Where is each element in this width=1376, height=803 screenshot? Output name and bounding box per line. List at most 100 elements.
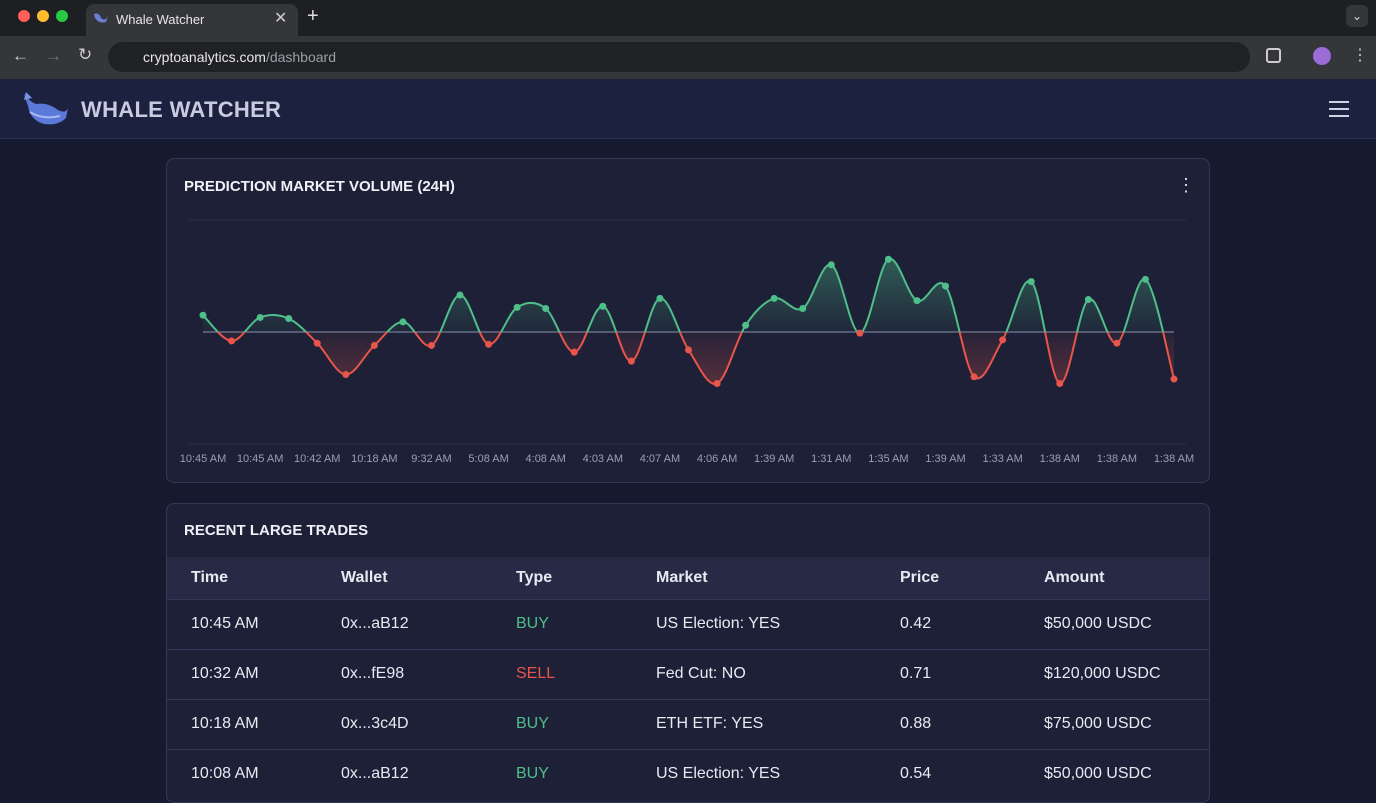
point xyxy=(913,297,921,305)
table-row[interactable]: 10:32 AM 0x...fE98 SELL Fed Cut: NO 0.71 $120… xyxy=(167,648,1209,699)
extensions[interactable] xyxy=(1266,48,1281,63)
chart: 10:45 AM 10:45 AM 10:42 AM 10:18 AM 9:32 AM 5… xyxy=(180,219,1194,465)
point xyxy=(1084,296,1092,304)
table-cell: 10:18 AM xyxy=(167,698,341,749)
x-tick-label: 10:45 AM xyxy=(180,453,226,465)
table-cell: $75,000 USDC xyxy=(1044,698,1209,749)
trades-table: Time Wallet Type Market Price Amount 10:45 AM 0… xyxy=(167,557,1209,799)
x-tick-label: 1:31 AM xyxy=(811,453,851,465)
point xyxy=(713,380,721,388)
table-cell: 0x...aB12 xyxy=(341,748,516,799)
table-cell: BUY xyxy=(516,748,656,799)
point xyxy=(1027,278,1035,286)
point xyxy=(313,339,321,347)
point xyxy=(1056,380,1064,388)
x-tick-label: 4:08 AM xyxy=(526,453,566,465)
table-cell: 0x...fE98 xyxy=(341,648,516,699)
point xyxy=(370,341,378,349)
new-tab[interactable]: + xyxy=(307,5,319,27)
url-path: /dashboard xyxy=(265,49,336,65)
x-tick-label: 4:03 AM xyxy=(583,453,623,465)
point xyxy=(456,291,464,299)
back[interactable]: ← xyxy=(12,46,29,65)
column-header: Wallet xyxy=(341,557,516,599)
table-row[interactable]: 10:18 AM 0x...3c4D BUY ETH ETF: YES 0.88 $75,… xyxy=(167,698,1209,749)
x-tick-label: 1:33 AM xyxy=(982,453,1022,465)
tab-search[interactable]: ⌄ xyxy=(1346,5,1368,27)
browser-menu[interactable]: ⋮ xyxy=(1352,47,1368,64)
column-header: Type xyxy=(516,557,656,599)
reload[interactable]: ↻ xyxy=(78,45,93,64)
point xyxy=(1141,275,1149,283)
point xyxy=(599,302,607,310)
table-row[interactable]: 10:45 AM 0x...aB12 BUY US Election: YES 0.42… xyxy=(167,598,1209,649)
chart-menu[interactable]: ⋮ xyxy=(1177,175,1195,195)
point xyxy=(199,311,207,319)
column-header: Price xyxy=(900,557,1044,599)
table-row[interactable]: 10:08 AM 0x...aB12 BUY US Election: YES 0.54… xyxy=(167,748,1209,799)
point xyxy=(999,336,1007,344)
table-cell: 0.42 xyxy=(900,598,1044,649)
table-cell: US Election: YES xyxy=(656,598,900,649)
point xyxy=(884,255,892,263)
chart-title: PREDICTION MARKET VOLUME (24H) xyxy=(184,178,455,195)
table-card: RECENT LARGE TRADES Time Wallet Type Market… xyxy=(166,503,1210,803)
x-tick-label: 10:45 AM xyxy=(237,453,283,465)
point xyxy=(427,341,435,349)
table-cell: 10:32 AM xyxy=(167,648,341,699)
table-cell: ETH ETF: YES xyxy=(656,698,900,749)
point xyxy=(656,294,664,302)
window-controls[interactable] xyxy=(14,9,74,25)
point xyxy=(685,346,692,354)
column-header: Amount xyxy=(1044,557,1209,599)
tab-strip: Whale Watcher ✕ + ⌄ xyxy=(0,0,1376,36)
table-cell: 0.88 xyxy=(900,698,1044,749)
hamburger-menu[interactable] xyxy=(1328,100,1350,118)
point xyxy=(1170,375,1178,383)
x-tick-label: 1:35 AM xyxy=(868,453,908,465)
point xyxy=(485,340,493,348)
point xyxy=(627,357,635,365)
x-tick-label: 1:39 AM xyxy=(754,453,794,465)
profile[interactable] xyxy=(1313,47,1331,65)
x-tick-label: 10:42 AM xyxy=(294,453,340,465)
chart-card: PREDICTION MARKET VOLUME (24H) ⋮ 10:45 A… xyxy=(166,158,1210,483)
table-cell: 10:45 AM xyxy=(167,598,341,649)
tab-close[interactable]: ✕ xyxy=(274,10,288,27)
point xyxy=(942,282,950,290)
point xyxy=(770,294,778,302)
point xyxy=(799,304,807,312)
logo xyxy=(24,92,68,125)
point xyxy=(285,315,293,323)
browser-tab[interactable]: Whale Watcher xyxy=(86,4,298,36)
x-tick-label: 1:38 AM xyxy=(1097,453,1137,465)
brand: WHALE WATCHER xyxy=(81,97,282,122)
x-tick-label: 10:18 AM xyxy=(351,453,397,465)
point xyxy=(342,371,350,379)
point xyxy=(228,337,236,345)
x-tick-label: 9:32 AM xyxy=(411,453,451,465)
x-tick-label: 4:06 AM xyxy=(697,453,737,465)
table-cell: 10:08 AM xyxy=(167,748,341,799)
table-cell: SELL xyxy=(516,648,656,699)
tab-title: Whale Watcher xyxy=(116,12,205,27)
table-cell: BUY xyxy=(516,698,656,749)
point xyxy=(399,318,407,326)
table-cell: 0.54 xyxy=(900,748,1044,799)
x-tick-label: 5:08 AM xyxy=(468,453,508,465)
table-cell: $50,000 USDC xyxy=(1044,598,1209,649)
point xyxy=(570,348,578,356)
tab-favicon xyxy=(94,13,108,23)
point xyxy=(256,313,264,321)
url-host: cryptoanalytics.com xyxy=(143,49,266,65)
table-cell: 0x...aB12 xyxy=(341,598,516,649)
point xyxy=(513,303,521,311)
address-bar[interactable]: cryptoanalytics.com/dashboard xyxy=(108,42,1250,72)
forward[interactable]: → xyxy=(45,46,62,65)
point xyxy=(542,304,550,312)
point xyxy=(1113,339,1121,347)
table-cell: $50,000 USDC xyxy=(1044,748,1209,799)
point xyxy=(742,321,750,329)
point xyxy=(827,261,835,269)
